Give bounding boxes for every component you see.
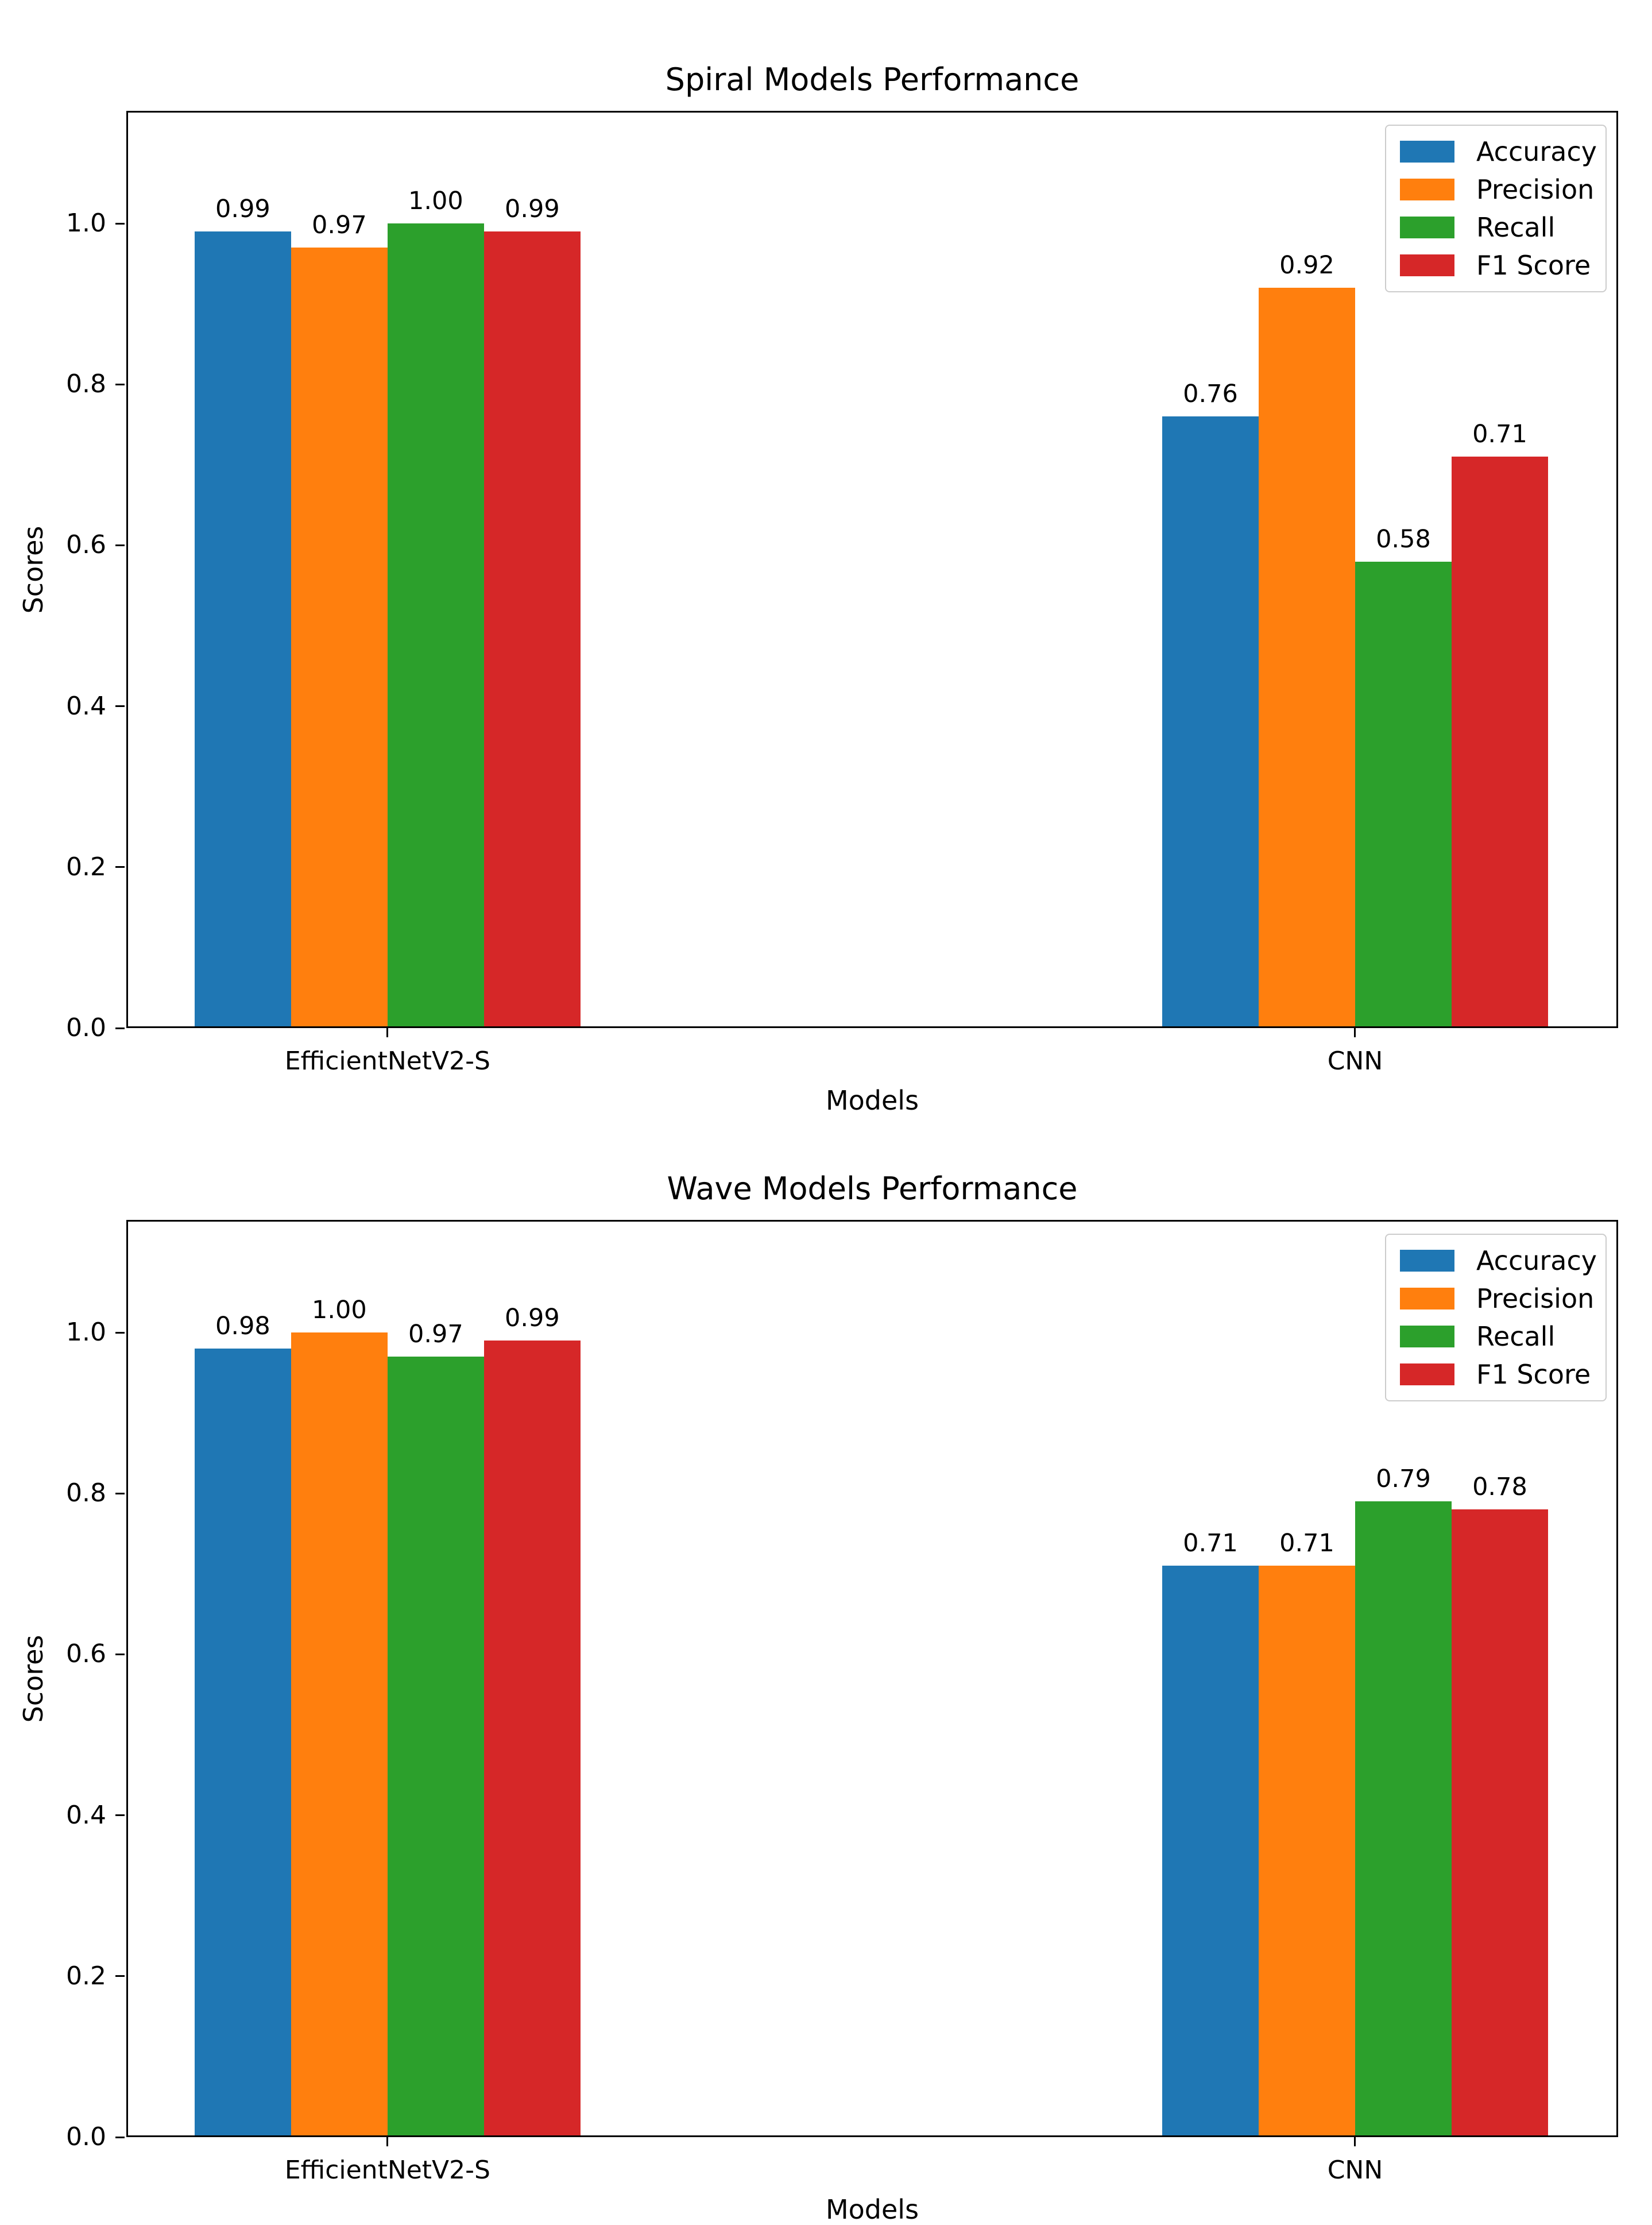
legend-swatch-icon [1400, 1288, 1454, 1309]
legend-item-f1-score: F1 Score [1386, 246, 1605, 284]
bar-f1-score [1451, 457, 1548, 1028]
y-tick-mark [115, 866, 125, 868]
legend-item-accuracy: Accuracy [1386, 1242, 1605, 1280]
bar-value-label: 0.97 [408, 1320, 463, 1349]
legend-item-precision: Precision [1386, 1280, 1605, 1318]
legend-item-label: Precision [1476, 174, 1595, 205]
y-tick-label: 1.0 [66, 1318, 106, 1347]
bar-value-label: 0.79 [1376, 1465, 1431, 1494]
bar-value-label: 0.78 [1472, 1473, 1527, 1502]
bar-value-label: 0.58 [1376, 524, 1431, 554]
bar-precision [291, 1332, 388, 2137]
x-tick-label: EfficientNetV2-S [284, 2156, 490, 2185]
bar-precision [1258, 288, 1355, 1028]
x-tick-mark [1354, 1028, 1356, 1037]
legend-item-label: Accuracy [1476, 1245, 1597, 1276]
y-tick-mark [115, 544, 125, 546]
y-tick-mark [115, 383, 125, 385]
bar-precision [291, 248, 388, 1028]
legend-swatch-icon [1400, 217, 1454, 238]
legend-item-label: F1 Score [1476, 250, 1591, 281]
y-tick-label: 0.4 [66, 691, 106, 721]
y-tick-label: 1.0 [66, 208, 106, 238]
bar-value-label: 1.00 [312, 1296, 367, 1325]
y-tick-mark [115, 705, 125, 708]
y-tick-mark [115, 1814, 125, 1817]
plot-area: Scores Models 0.0 0.2 0.4 0.6 0.8 1.0 Efficien… [18, 1220, 1618, 2223]
y-tick-label: 0.0 [66, 2122, 106, 2151]
legend-item-recall: Recall [1386, 208, 1605, 246]
y-tick-label: 0.8 [66, 369, 106, 399]
y-tick-label: 0.6 [66, 530, 106, 560]
bar-accuracy [194, 231, 291, 1028]
wave-performance-chart: Wave Models Performance Scores Models 0.… [0, 1109, 1652, 2223]
plot-area: Scores Models 0.0 0.2 0.4 0.6 0.8 1.0 Efficien… [18, 111, 1618, 1114]
y-tick-label: 0.2 [66, 1961, 106, 1991]
legend-swatch-icon [1400, 179, 1454, 200]
x-tick-mark [386, 1028, 389, 1037]
x-tick-label: EfficientNetV2-S [284, 1046, 490, 1076]
bar-recall [387, 223, 484, 1028]
bar-value-label: 1.00 [408, 187, 463, 216]
legend-item-accuracy: Accuracy [1386, 133, 1605, 171]
y-tick-label: 0.2 [66, 852, 106, 882]
bar-value-label: 0.71 [1279, 1529, 1334, 1558]
y-tick-mark [115, 222, 125, 225]
y-tick-mark [115, 1653, 125, 1655]
y-tick-label: 0.0 [66, 1013, 106, 1042]
legend-item-label: Accuracy [1476, 136, 1597, 167]
legend-item-label: Recall [1476, 1321, 1556, 1352]
x-axis-title: Models [825, 2194, 919, 2225]
bar-f1-score [483, 231, 581, 1028]
chart-title: Spiral Models Performance [665, 61, 1080, 98]
x-axis-title: Models [825, 1085, 919, 1116]
chart-title: Wave Models Performance [667, 1171, 1078, 1207]
bar-recall [387, 1357, 484, 2137]
bar-value-label: 0.98 [215, 1312, 270, 1341]
legend-item-recall: Recall [1386, 1318, 1605, 1355]
bar-value-label: 0.99 [505, 195, 560, 224]
legend-item-label: Precision [1476, 1283, 1595, 1314]
bar-accuracy [1162, 416, 1259, 1028]
legend-swatch-icon [1400, 1326, 1454, 1347]
x-tick-label: CNN [1327, 2156, 1383, 2185]
bar-recall [1355, 561, 1452, 1028]
legend-item-label: Recall [1476, 212, 1556, 243]
bar-value-label: 0.97 [312, 211, 367, 240]
x-tick-mark [1354, 2137, 1356, 2146]
spiral-performance-chart: Spiral Models Performance Scores Models … [0, 0, 1652, 1114]
legend: Accuracy Precision Recall F1 Score [1385, 1234, 1607, 1401]
legend-item-label: F1 Score [1476, 1359, 1591, 1390]
y-tick-label: 0.6 [66, 1639, 106, 1669]
bar-value-label: 0.99 [215, 195, 270, 224]
bar-f1-score [483, 1341, 581, 2137]
y-tick-label: 0.8 [66, 1478, 106, 1508]
legend-item-precision: Precision [1386, 171, 1605, 208]
bar-value-label: 0.99 [505, 1304, 560, 1333]
legend-swatch-icon [1400, 1250, 1454, 1272]
y-tick-mark [115, 1975, 125, 1977]
x-tick-label: CNN [1327, 1046, 1383, 1076]
legend-swatch-icon [1400, 141, 1454, 163]
bar-f1-score [1451, 1509, 1548, 2137]
y-tick-mark [115, 1027, 125, 1029]
y-tick-mark [115, 1331, 125, 1334]
legend: Accuracy Precision Recall F1 Score [1385, 125, 1607, 292]
bar-value-label: 0.76 [1183, 380, 1238, 409]
legend-item-f1-score: F1 Score [1386, 1355, 1605, 1393]
bar-value-label: 0.71 [1472, 420, 1527, 449]
bar-accuracy [194, 1349, 291, 2137]
y-tick-mark [115, 1492, 125, 1494]
legend-swatch-icon [1400, 254, 1454, 276]
bar-accuracy [1162, 1566, 1259, 2137]
bar-value-label: 0.71 [1183, 1529, 1238, 1558]
y-tick-mark [115, 2136, 125, 2138]
bar-value-label: 0.92 [1279, 251, 1334, 280]
legend-swatch-icon [1400, 1363, 1454, 1385]
y-tick-label: 0.4 [66, 1800, 106, 1830]
bar-precision [1258, 1566, 1355, 2137]
bar-recall [1355, 1501, 1452, 2137]
x-tick-mark [386, 2137, 389, 2146]
